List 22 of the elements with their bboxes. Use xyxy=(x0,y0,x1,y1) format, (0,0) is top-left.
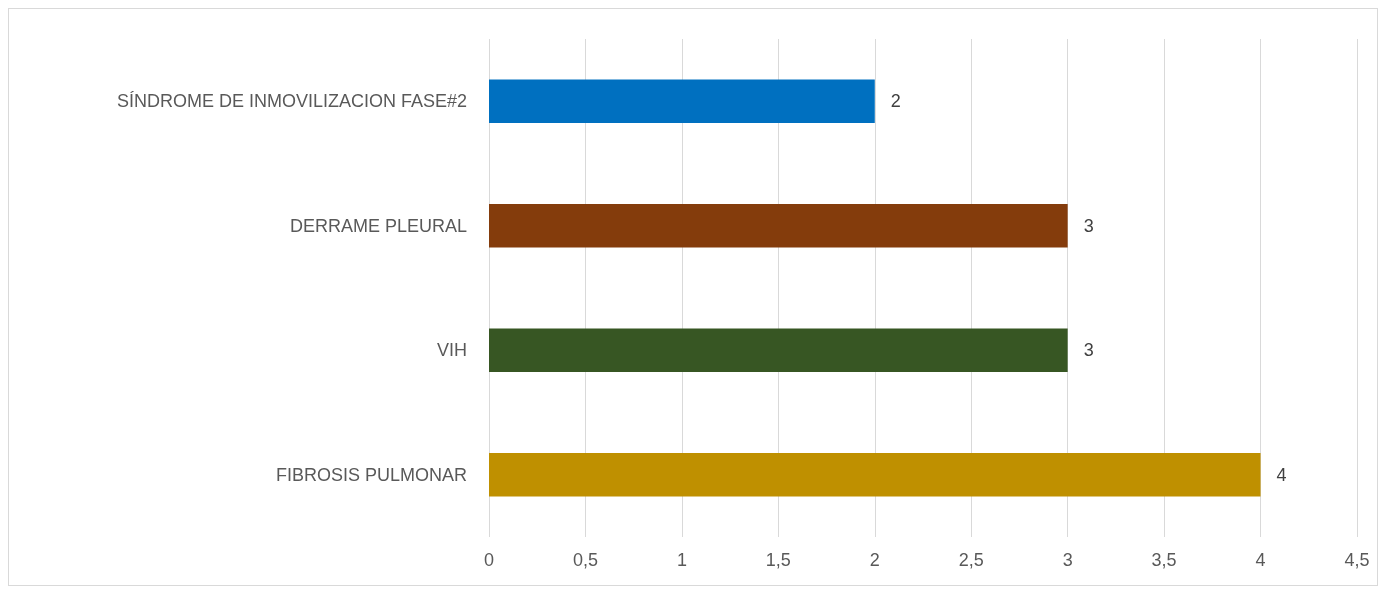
bar xyxy=(489,328,1068,373)
bar xyxy=(489,79,875,124)
data-label: 3 xyxy=(1083,340,1094,361)
x-tick-label: 1,5 xyxy=(765,550,791,570)
y-tick-label: FIBROSIS PULMONAR xyxy=(275,464,467,485)
y-tick-label: DERRAME PLEURAL xyxy=(289,215,467,236)
data-label: 3 xyxy=(1083,215,1094,236)
x-tick-label: 2 xyxy=(869,550,880,570)
y-tick-label: SÍNDROME DE INMOVILIZACION FASE#2 xyxy=(116,91,467,112)
x-tick-label: 4,5 xyxy=(1344,550,1370,570)
x-tick-label: 0 xyxy=(483,550,495,570)
x-tick-label: 1 xyxy=(676,550,687,570)
bar xyxy=(489,452,1261,497)
x-tick-label: 0,5 xyxy=(572,550,598,570)
data-label: 2 xyxy=(890,91,901,112)
x-tick-label: 4 xyxy=(1255,550,1266,570)
bar xyxy=(489,203,1068,248)
x-tick-label: 3,5 xyxy=(1151,550,1177,570)
x-tick-label: 2,5 xyxy=(958,550,984,570)
data-label: 4 xyxy=(1276,464,1287,485)
y-tick-label: VIH xyxy=(436,340,467,361)
x-tick-label: 3 xyxy=(1062,550,1073,570)
